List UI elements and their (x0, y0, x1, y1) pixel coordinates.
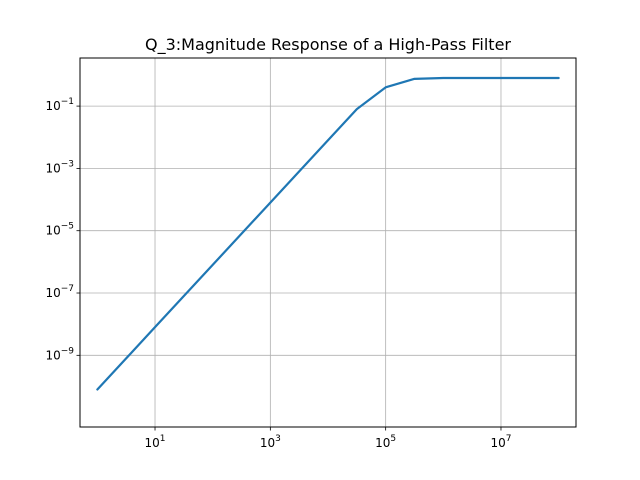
x-tick-label: 101 (145, 434, 166, 450)
x-tick-label: 103 (260, 434, 281, 450)
grid-lines (80, 58, 576, 427)
plot-area (96, 76, 560, 391)
chart-title: Q_3:Magnitude Response of a High-Pass Fi… (145, 35, 511, 55)
y-tick-label: 10−9 (45, 346, 74, 362)
y-tick-label: 10−3 (45, 159, 74, 175)
x-axis: 101 103 105 107 (145, 427, 511, 450)
y-tick-label: 10−1 (45, 97, 74, 113)
axes-frame (79, 57, 577, 428)
x-tick-label: 105 (375, 434, 396, 450)
series-line (96, 76, 560, 391)
y-tick-label: 10−7 (45, 284, 74, 300)
y-tick-label: 10−5 (45, 222, 74, 238)
y-axis: 10−9 10−7 10−5 10−3 10−1 (45, 97, 80, 362)
x-tick-label: 107 (490, 434, 511, 450)
